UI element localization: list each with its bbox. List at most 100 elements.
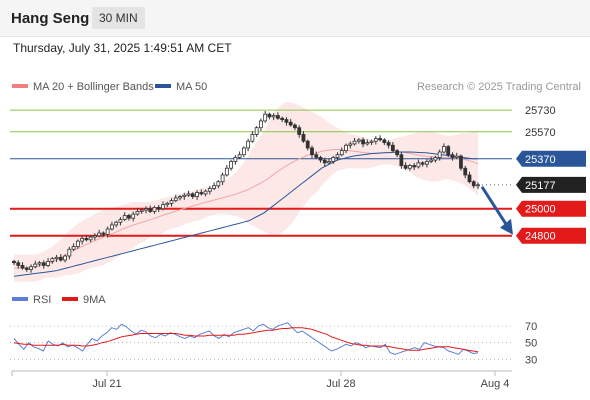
candle (348, 141, 353, 149)
rsi-tick-label: 70 (525, 321, 537, 333)
rsi-panel: 70 50 30 (10, 321, 537, 366)
candle (446, 144, 451, 158)
candle (161, 201, 165, 211)
candle (297, 125, 302, 138)
candle (127, 213, 131, 221)
candle (67, 246, 72, 260)
candle (339, 147, 344, 157)
x-tick-label: Jul 21 (92, 378, 121, 390)
candle (29, 264, 33, 273)
candle (365, 139, 370, 146)
x-tick-label: Aug 4 (481, 378, 510, 390)
candle (241, 146, 246, 158)
candle (267, 112, 272, 120)
level-label-24800: 24800 (525, 231, 556, 243)
candle (148, 205, 153, 214)
price-legend: MA 20 + Bollinger Bands MA 50 Research ©… (12, 81, 581, 93)
candle (344, 143, 348, 154)
candle (276, 112, 280, 120)
candle (356, 138, 361, 144)
ma50-legend-swatch (155, 84, 171, 88)
ma-lines-layer (13, 148, 479, 277)
candle (331, 155, 336, 164)
candle (327, 158, 331, 165)
candle (369, 139, 374, 145)
candle (378, 135, 382, 142)
candle (135, 208, 140, 216)
candle (425, 159, 429, 168)
candle (314, 151, 319, 160)
candle (165, 201, 170, 208)
chart-header: Hang Seng 30 MIN (0, 0, 590, 37)
candle (246, 138, 251, 152)
candle (46, 258, 50, 268)
forecast-arrow-head (500, 218, 513, 235)
candle (373, 136, 378, 145)
candle (41, 260, 46, 269)
candle (254, 126, 259, 137)
candle (229, 159, 234, 171)
candle (361, 137, 365, 148)
candle (156, 204, 161, 212)
level-tag-24800 (516, 227, 586, 244)
candle (437, 149, 442, 161)
level-tag-25370 (516, 150, 586, 167)
candle (433, 155, 438, 163)
candle (416, 159, 421, 169)
candle (80, 236, 85, 245)
forecast-arrow-shaft (480, 186, 509, 227)
candle (399, 152, 404, 169)
candle (216, 180, 221, 189)
candle (352, 137, 357, 146)
candle (335, 152, 340, 161)
candle (250, 131, 255, 143)
rsi-legend: RSI 9MA (12, 294, 106, 306)
candle (24, 266, 29, 272)
candle (20, 262, 25, 270)
candles-layer (12, 110, 480, 273)
bollinger-band-fill (14, 102, 478, 282)
candle (280, 116, 285, 123)
candle (395, 149, 400, 158)
candle (88, 235, 93, 243)
candle (420, 161, 425, 167)
candle (207, 186, 212, 195)
instrument-title: Hang Seng (11, 10, 90, 27)
candle (54, 254, 59, 262)
candle (454, 152, 459, 160)
bollinger-band-layer (14, 102, 478, 282)
candle (169, 198, 174, 207)
candle (37, 261, 42, 267)
candle (131, 211, 136, 222)
candle (16, 260, 21, 269)
candle (390, 142, 395, 153)
ma50-legend-label: MA 50 (176, 81, 207, 93)
candle (284, 117, 289, 126)
level-label-25730: 25730 (525, 105, 556, 117)
candle (301, 131, 306, 143)
candle (114, 220, 119, 228)
candle (450, 152, 455, 161)
bollinger-legend-swatch (12, 84, 28, 88)
candle (182, 192, 187, 200)
bollinger-legend-label: MA 20 + Bollinger Bands (33, 81, 154, 93)
candle (459, 154, 463, 171)
timeframe-badge[interactable]: 30 MIN (92, 7, 145, 29)
ma50-line (13, 151, 478, 277)
candle (271, 113, 276, 121)
candle (220, 172, 225, 185)
candle (50, 257, 55, 264)
chart-datetime: Thursday, July 31, 2025 1:49:51 AM CET (13, 41, 232, 55)
level-label-25370: 25370 (525, 154, 556, 166)
candle (101, 231, 106, 237)
level-labels-layer: 25730 25570 25370 25177 25000 24800 (516, 105, 586, 244)
candle (429, 156, 434, 164)
candle (288, 119, 293, 127)
candle (118, 217, 123, 226)
ma9-legend-label: 9MA (83, 294, 106, 306)
candle (92, 233, 97, 241)
rsi-legend-swatch (12, 297, 28, 301)
candle (233, 154, 238, 165)
candle (122, 212, 127, 222)
